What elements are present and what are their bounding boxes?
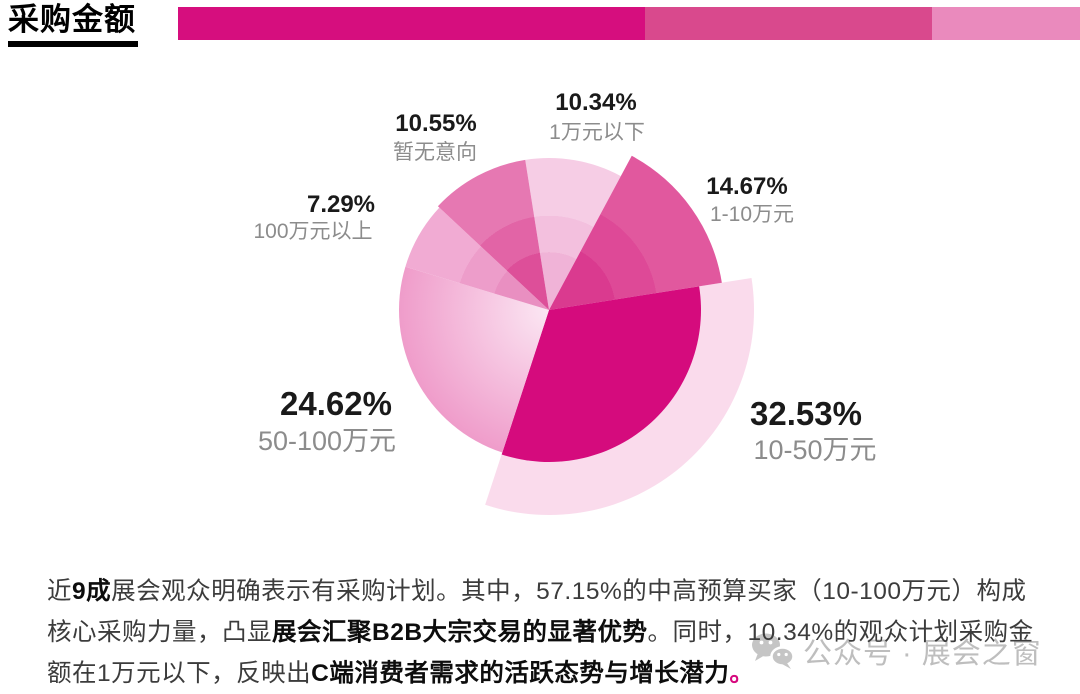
- summary-text-run: 近: [47, 577, 72, 605]
- pie-slice-1-10万元: [549, 155, 722, 310]
- header-decor-bar: [178, 7, 1080, 40]
- header-bar-segment-3: [932, 7, 1080, 40]
- slice-label-category: 10-50万元: [753, 435, 877, 465]
- slice-label-pct: 24.62%: [280, 385, 392, 422]
- watermark: 公众号 · 展会之窗: [751, 630, 1042, 672]
- summary-paragraph: 近9成展会观众明确表示有采购计划。其中，57.15%的中高预算买家（10-100…: [47, 571, 1047, 694]
- summary-text-run: 。同时，10.34%的观众计划采购金额在1万元以下，反映出: [47, 618, 1034, 687]
- slice-label-category: 50-100万元: [257, 426, 397, 456]
- summary-text-run: 。: [729, 659, 755, 687]
- pie-slice-100万元以上: [405, 207, 549, 310]
- slice-label-pct: 32.53%: [750, 395, 862, 432]
- slice-label-category: 1万元以下: [549, 121, 645, 144]
- slice-label-pct: 10.55%: [395, 110, 477, 137]
- slice-label-pct: 10.34%: [555, 89, 637, 116]
- pie-slice-10-50万元: [501, 286, 701, 462]
- slice-label-category: 100万元以上: [253, 220, 373, 243]
- header: 采购金额: [0, 0, 1080, 56]
- summary-text-run: 展会观众明确表示有采购计划。其中，57.15%的中高预算买家（10-100万元）…: [47, 577, 1027, 646]
- pie-slice-50-100万元: [398, 266, 549, 453]
- slice-label-pct: 14.67%: [706, 173, 788, 200]
- summary-text-run: 9成: [72, 577, 112, 605]
- page-title: 采购金额: [8, 2, 138, 47]
- slice-label-category: 暂无意向: [393, 141, 477, 164]
- pie-chart-figure: 10.34% 1万元以下 14.67% 1-10万元 32.53% 10-50万元 24.6…: [0, 56, 1080, 540]
- slice-label-category: 1-10万元: [709, 203, 795, 226]
- watermark-text: 公众号 · 展会之窗: [803, 638, 1042, 670]
- summary-text-run: C端消费者需求的活跃态势与增长潜力: [311, 659, 730, 687]
- summary-text-run: 展会汇聚B2B大宗交易的显著优势: [272, 618, 648, 646]
- header-bar-segment-1: [178, 7, 646, 40]
- pie-chart: [398, 155, 755, 516]
- header-bar-segment-2: [645, 7, 933, 40]
- slice-label-pct: 7.29%: [306, 191, 376, 218]
- pie-slice-1万元以下: [525, 157, 621, 310]
- pie-slice-暂无意向: [437, 159, 549, 310]
- wechat-icon: [752, 633, 795, 669]
